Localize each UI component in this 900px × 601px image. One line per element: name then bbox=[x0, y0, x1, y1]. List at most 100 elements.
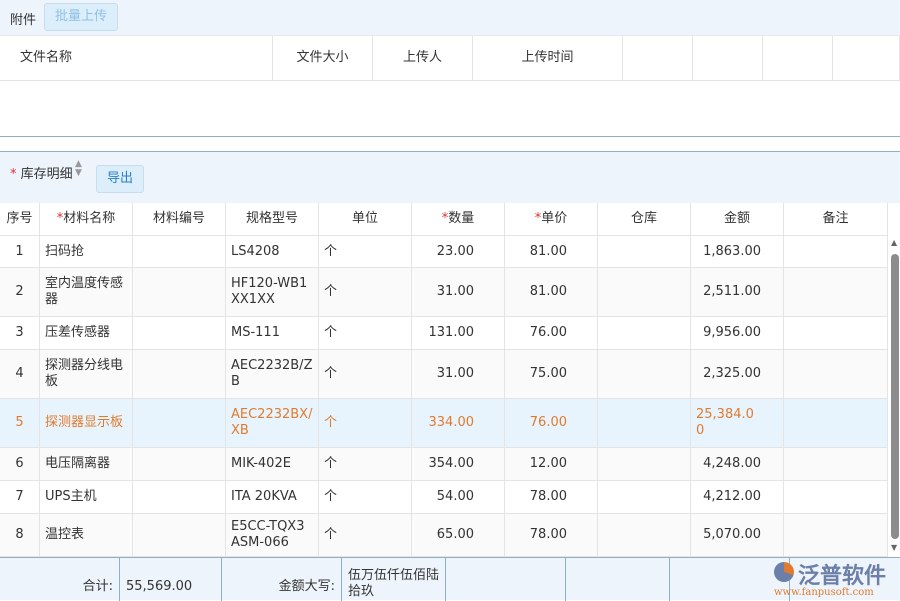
column-header[interactable]: * 材料名称 bbox=[40, 203, 133, 235]
table-cell[interactable]: 78.00 bbox=[505, 481, 598, 513]
table-cell[interactable]: HF120-WB1XX1XX bbox=[226, 268, 319, 316]
table-cell[interactable]: 2,325.00 bbox=[691, 350, 784, 398]
table-cell[interactable]: 电压隔离器 bbox=[40, 448, 133, 480]
table-cell[interactable]: AEC2232B/ZB bbox=[226, 350, 319, 398]
table-cell[interactable]: 个 bbox=[319, 448, 412, 480]
table-row[interactable]: 7 UPS主机 ITA 20KVA 个 54.00 78.00 4,212.00 bbox=[0, 481, 888, 514]
table-cell[interactable]: 4,248.00 bbox=[691, 448, 784, 480]
table-cell[interactable]: 2,511.00 bbox=[691, 268, 784, 316]
table-cell[interactable]: 6 bbox=[0, 448, 40, 480]
table-cell[interactable]: 65.00 bbox=[412, 514, 505, 556]
table-cell[interactable]: 个 bbox=[319, 236, 412, 267]
table-cell[interactable]: 31.00 bbox=[412, 350, 505, 398]
column-header[interactable]: 规格型号 bbox=[226, 203, 319, 235]
sort-icon[interactable]: ▲ ▼ bbox=[75, 159, 82, 178]
table-cell[interactable]: 温控表 bbox=[40, 514, 133, 556]
column-header[interactable]: 金额 bbox=[691, 203, 784, 235]
scroll-down-icon[interactable]: ▼ bbox=[891, 543, 898, 552]
table-cell[interactable] bbox=[784, 481, 888, 513]
batch-upload-button[interactable]: 批量上传 bbox=[44, 3, 118, 31]
table-cell[interactable]: 354.00 bbox=[412, 448, 505, 480]
export-button[interactable]: 导出 bbox=[96, 165, 144, 193]
table-cell[interactable]: 扫码抢 bbox=[40, 236, 133, 267]
table-cell[interactable]: 个 bbox=[319, 399, 412, 447]
table-cell[interactable]: MIK-402E bbox=[226, 448, 319, 480]
table-cell[interactable]: MS-111 bbox=[226, 317, 319, 349]
table-cell[interactable]: AEC2232BX/XB bbox=[226, 399, 319, 447]
table-cell[interactable] bbox=[133, 236, 226, 267]
table-cell[interactable]: 81.00 bbox=[505, 236, 598, 267]
table-cell[interactable] bbox=[598, 350, 691, 398]
table-cell[interactable] bbox=[784, 236, 888, 267]
table-cell[interactable] bbox=[133, 317, 226, 349]
table-cell[interactable]: 54.00 bbox=[412, 481, 505, 513]
table-cell[interactable] bbox=[133, 448, 226, 480]
column-header[interactable]: * 数量 bbox=[412, 203, 505, 235]
table-row[interactable]: 2 室内温度传感器 HF120-WB1XX1XX 个 31.00 81.00 2,511.0… bbox=[0, 268, 888, 317]
table-cell[interactable] bbox=[598, 481, 691, 513]
table-cell[interactable]: 81.00 bbox=[505, 268, 598, 316]
table-cell[interactable]: 12.00 bbox=[505, 448, 598, 480]
table-cell[interactable] bbox=[133, 481, 226, 513]
vertical-scrollbar[interactable]: ▲ ▼ bbox=[888, 236, 900, 557]
table-cell[interactable]: 78.00 bbox=[505, 514, 598, 556]
column-header[interactable]: 备注 bbox=[784, 203, 888, 235]
table-cell[interactable]: 76.00 bbox=[505, 317, 598, 349]
table-cell[interactable] bbox=[598, 268, 691, 316]
column-header[interactable]: 仓库 bbox=[598, 203, 691, 235]
table-cell[interactable] bbox=[133, 399, 226, 447]
column-header[interactable]: 序号 bbox=[0, 203, 40, 235]
table-cell[interactable]: 7 bbox=[0, 481, 40, 513]
table-cell[interactable]: 31.00 bbox=[412, 268, 505, 316]
table-cell[interactable]: 75.00 bbox=[505, 350, 598, 398]
table-cell[interactable]: LS4208 bbox=[226, 236, 319, 267]
table-cell[interactable]: 9,956.00 bbox=[691, 317, 784, 349]
table-cell[interactable]: 4,212.00 bbox=[691, 481, 784, 513]
table-cell[interactable]: 334.00 bbox=[412, 399, 505, 447]
table-cell[interactable]: 室内温度传感器 bbox=[40, 268, 133, 316]
table-cell[interactable]: 5 bbox=[0, 399, 40, 447]
table-cell[interactable]: 5,070.00 bbox=[691, 514, 784, 556]
table-cell[interactable]: 个 bbox=[319, 268, 412, 316]
table-row[interactable]: 6 电压隔离器 MIK-402E 个 354.00 12.00 4,248.00 bbox=[0, 448, 888, 481]
table-cell[interactable]: 1,863.00 bbox=[691, 236, 784, 267]
table-cell[interactable]: 个 bbox=[319, 350, 412, 398]
column-header[interactable]: 材料编号 bbox=[133, 203, 226, 235]
column-header[interactable]: * 单价 bbox=[505, 203, 598, 235]
table-cell[interactable]: 压差传感器 bbox=[40, 317, 133, 349]
table-row[interactable]: 5 探测器显示板 AEC2232BX/XB 个 334.00 76.00 25,384.00 bbox=[0, 399, 888, 448]
table-cell[interactable] bbox=[598, 236, 691, 267]
table-row[interactable]: 1 扫码抢 LS4208 个 23.00 81.00 1,863.00 bbox=[0, 236, 888, 268]
scroll-up-icon[interactable]: ▲ bbox=[891, 238, 898, 247]
table-cell[interactable]: 个 bbox=[319, 514, 412, 556]
table-row[interactable]: 4 探测器分线电板 AEC2232B/ZB 个 31.00 75.00 2,325.00 bbox=[0, 350, 888, 399]
table-cell[interactable]: 76.00 bbox=[505, 399, 598, 447]
table-cell[interactable] bbox=[784, 514, 888, 556]
table-cell[interactable]: 25,384.00 bbox=[691, 399, 784, 447]
table-cell[interactable] bbox=[784, 317, 888, 349]
column-header[interactable]: 单位 bbox=[319, 203, 412, 235]
table-cell[interactable]: 8 bbox=[0, 514, 40, 556]
table-cell[interactable]: UPS主机 bbox=[40, 481, 133, 513]
table-cell[interactable]: 2 bbox=[0, 268, 40, 316]
table-row[interactable]: 8 温控表 E5CC-TQX3ASM-066 个 65.00 78.00 5,070.00 bbox=[0, 514, 888, 557]
table-cell[interactable] bbox=[133, 268, 226, 316]
table-cell[interactable]: 131.00 bbox=[412, 317, 505, 349]
table-cell[interactable] bbox=[133, 350, 226, 398]
table-cell[interactable] bbox=[784, 350, 888, 398]
table-cell[interactable] bbox=[598, 317, 691, 349]
table-cell[interactable]: 个 bbox=[319, 481, 412, 513]
table-cell[interactable]: 探测器分线电板 bbox=[40, 350, 133, 398]
table-cell[interactable]: ITA 20KVA bbox=[226, 481, 319, 513]
table-cell[interactable]: 23.00 bbox=[412, 236, 505, 267]
table-cell[interactable] bbox=[784, 268, 888, 316]
table-cell[interactable]: 1 bbox=[0, 236, 40, 267]
table-cell[interactable]: 4 bbox=[0, 350, 40, 398]
table-cell[interactable]: 个 bbox=[319, 317, 412, 349]
table-cell[interactable] bbox=[133, 514, 226, 556]
table-cell[interactable] bbox=[598, 514, 691, 556]
table-cell[interactable]: 3 bbox=[0, 317, 40, 349]
table-cell[interactable] bbox=[784, 399, 888, 447]
table-cell[interactable]: 探测器显示板 bbox=[40, 399, 133, 447]
table-cell[interactable]: E5CC-TQX3ASM-066 bbox=[226, 514, 319, 556]
